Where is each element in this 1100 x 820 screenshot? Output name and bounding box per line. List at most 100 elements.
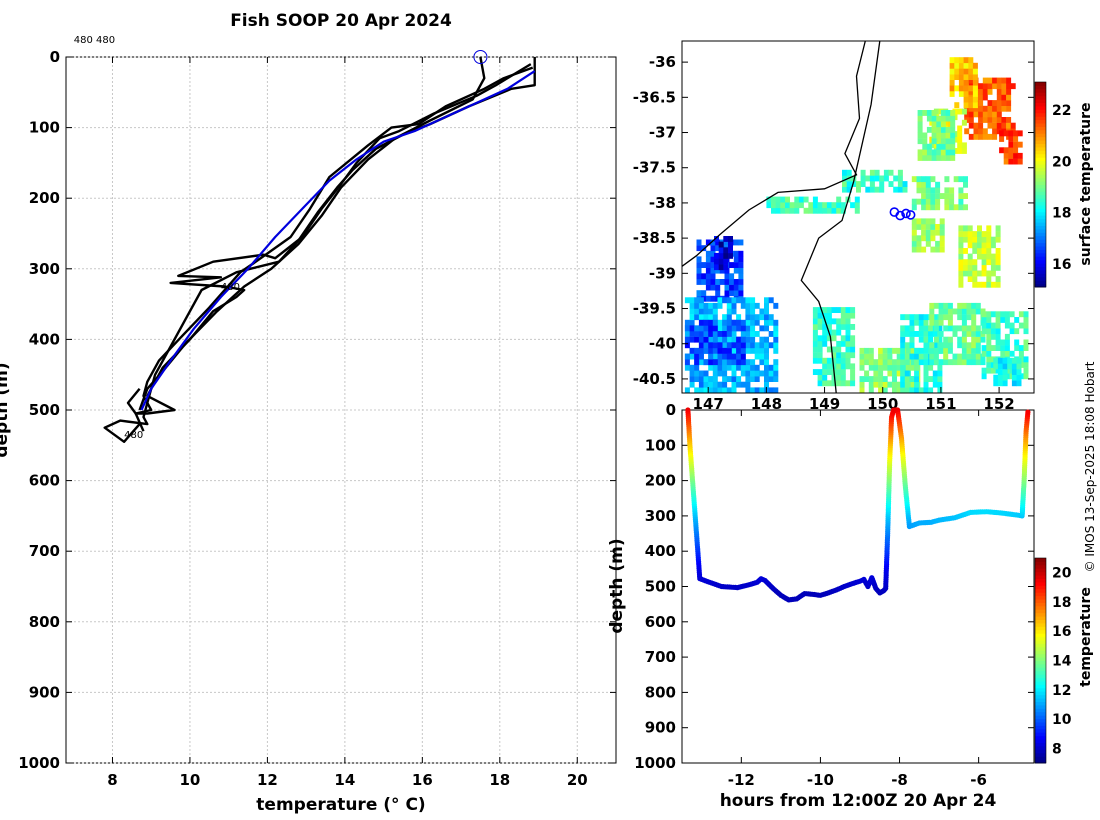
sst-cell: [916, 246, 922, 253]
sst-cell: [957, 308, 963, 315]
sst-cell: [1013, 152, 1019, 159]
sst-cell: [939, 193, 945, 199]
sst-cell: [972, 248, 978, 254]
sst-cell: [714, 258, 719, 265]
colorbar-segment: [1035, 752, 1046, 757]
sst-cell: [750, 347, 756, 354]
sst-cell: [897, 181, 903, 187]
sst-cell: [740, 297, 746, 304]
sst-cell: [909, 336, 915, 343]
sst-cell: [694, 370, 700, 377]
depth-time-chart: -12 -10 -8 -6 0 100 200 300 400 500 600 700 800 900 10…: [607, 401, 1094, 811]
sst-cell: [973, 111, 979, 118]
sst-cell: [740, 353, 746, 360]
sst-cell: [904, 370, 910, 377]
map-x-tick-label: 147: [693, 395, 724, 413]
sst-cell: [736, 325, 742, 332]
sst-cell: [986, 333, 992, 340]
sst-cell: [972, 276, 978, 282]
colorbar-segment: [1035, 187, 1046, 192]
sst-cell: [705, 239, 711, 246]
sst-cell: [733, 284, 739, 291]
sst-cell: [826, 318, 832, 325]
colorbar-segment: [1035, 218, 1046, 223]
colorbar-segment: [1035, 704, 1046, 709]
sst-cell: [733, 239, 739, 246]
sst-cell: [996, 111, 1002, 118]
sst-cell: [703, 381, 709, 388]
sst-cell: [724, 279, 730, 285]
colorbar-segment: [1035, 112, 1046, 117]
sst-cell: [992, 117, 998, 123]
sst-cell: [950, 138, 956, 145]
sst-cell: [696, 256, 702, 263]
colorbar-segment: [1035, 718, 1046, 723]
sst-cell: [978, 88, 984, 95]
sst-cell: [812, 324, 818, 330]
sst-cell: [708, 302, 714, 309]
sst-cell: [878, 359, 884, 366]
colorbar-segment: [1035, 259, 1046, 264]
sst-cell: [963, 96, 969, 103]
sst-cell: [900, 370, 906, 377]
sst-cell: [722, 381, 728, 388]
sst-cell: [968, 62, 974, 69]
sst-cell: [972, 85, 978, 92]
sst-cell: [958, 270, 964, 277]
sst-cell: [1011, 380, 1017, 387]
sst-cell: [764, 336, 769, 343]
sst-cell: [817, 340, 823, 347]
sst-cell: [715, 279, 721, 285]
sst-cell: [961, 108, 967, 115]
sst-cell: [993, 357, 999, 364]
colorbar-segment: [1035, 239, 1046, 244]
sst-cell: [925, 176, 931, 183]
sst-cell: [990, 333, 996, 340]
sst-cell: [710, 256, 716, 263]
sst-cell: [812, 307, 818, 313]
sst-cell: [750, 336, 756, 343]
sst-cell: [992, 122, 998, 129]
sst-cell: [745, 297, 751, 304]
sst-cell: [1000, 350, 1006, 357]
sst-cell: [945, 149, 951, 156]
sst-cell: [940, 126, 946, 133]
dt-y-tick-label: 300: [645, 507, 676, 525]
y-tick-label: 200: [29, 189, 60, 207]
sst-cell: [943, 347, 949, 354]
sst-cell: [689, 331, 695, 337]
sst-cell: [745, 342, 751, 349]
map-track-marker: [889, 207, 916, 221]
sst-cell: [978, 100, 984, 106]
sst-cell: [1008, 130, 1014, 137]
sst-cell: [738, 279, 744, 285]
colorbar-segment: [1035, 616, 1046, 620]
x-tick-label: 14: [334, 771, 355, 789]
sst-cell: [904, 353, 910, 360]
profile-chart: 8 10 12 14 16 18 20010020030040050060070080090…: [0, 35, 617, 815]
sst-cell: [910, 364, 916, 371]
sst-cell: [986, 253, 992, 260]
sst-cell: [990, 322, 996, 329]
sst-cell: [883, 169, 889, 176]
sst-cell: [817, 357, 823, 364]
colorbar-segment: [1035, 109, 1046, 114]
sst-cell: [900, 353, 906, 360]
sst-cell: [696, 239, 702, 246]
sst-cell: [943, 359, 949, 366]
sst-cell: [944, 187, 950, 194]
sst-cell: [822, 380, 828, 387]
colorbar-tick-label: 14: [1052, 654, 1072, 670]
sst-cell: [1008, 158, 1014, 165]
sst-cell: [1006, 94, 1012, 101]
sst-cell: [981, 242, 987, 249]
sst-cell: [717, 387, 723, 394]
sst-cell: [764, 297, 769, 304]
sst-cell: [925, 218, 931, 225]
colorbar-segment: [1035, 687, 1046, 692]
x-tick-label: 20: [567, 771, 588, 789]
sst-cell: [717, 302, 723, 309]
sst-cell: [712, 319, 718, 326]
sst-cell: [1000, 311, 1006, 318]
sst-cell: [722, 370, 728, 377]
